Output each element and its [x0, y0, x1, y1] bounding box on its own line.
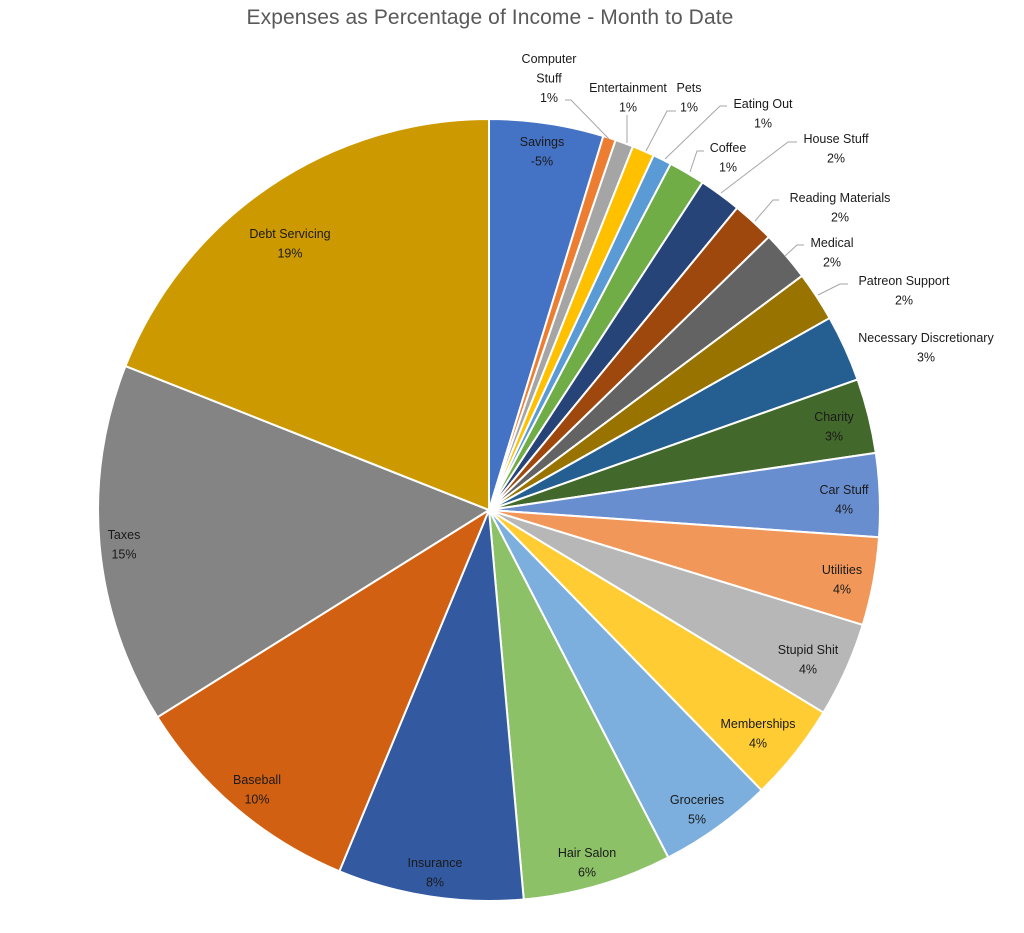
- data-label-medical: Medical 2%: [810, 236, 853, 270]
- data-label-patreon-support: Patreon Support 2%: [858, 274, 950, 308]
- leader-line-house-stuff: [720, 141, 797, 194]
- leader-line-medical: [784, 244, 804, 257]
- leader-line-pets: [645, 110, 676, 152]
- slice-debt-servicing: [124, 117, 490, 512]
- data-label-memberships: Memberships 4%: [720, 717, 795, 751]
- slice-hair-salon: [488, 509, 670, 901]
- data-label-computer-stuff: Computer Stuff 1%: [522, 52, 577, 105]
- leader-line-reading-materials: [754, 199, 779, 222]
- leader-lines: [565, 99, 848, 296]
- data-label-pets: Pets 1%: [676, 81, 701, 115]
- data-label-car-stuff: Car Stuff 4%: [819, 483, 869, 517]
- data-labels: Savings -5% Computer Stuff 1% Entertainment 1%…: [108, 52, 995, 890]
- leader-line-computer-stuff: [565, 99, 610, 140]
- slice-baseball: [156, 507, 492, 873]
- data-label-charity: Charity 3%: [814, 410, 854, 444]
- leader-line-patreon-support: [817, 283, 848, 296]
- data-label-necessary-discretionary: Necessary Discretionary 3%: [858, 331, 994, 365]
- data-label-taxes: Taxes 15%: [108, 528, 141, 562]
- chart-title: Expenses as Percentage of Income - Month…: [246, 6, 734, 29]
- data-label-utilities: Utilities 4%: [822, 563, 862, 597]
- data-label-groceries: Groceries 5%: [670, 793, 724, 827]
- data-label-house-stuff: House Stuff 2%: [803, 132, 869, 166]
- data-label-insurance: Insurance 8%: [408, 856, 463, 890]
- data-label-savings: Savings -5%: [520, 135, 564, 169]
- data-label-eating-out: Eating Out 1%: [733, 97, 793, 131]
- data-label-baseball: Baseball 10%: [233, 773, 281, 807]
- pie-slices: [97, 117, 882, 902]
- slice-taxes: [97, 364, 492, 719]
- leader-line-coffee: [689, 150, 704, 173]
- data-label-stupid-shit: Stupid Shit 4%: [778, 643, 839, 677]
- data-label-debt-servicing: Debt Servicing 19%: [249, 227, 330, 261]
- data-label-coffee: Coffee 1%: [710, 141, 747, 175]
- slice-insurance: [338, 509, 525, 902]
- data-label-hair-salon: Hair Salon 6%: [558, 846, 616, 880]
- data-label-reading-materials: Reading Materials 2%: [790, 191, 891, 225]
- leader-line-eating-out: [664, 105, 727, 160]
- data-label-entertainment: Entertainment 1%: [589, 81, 667, 115]
